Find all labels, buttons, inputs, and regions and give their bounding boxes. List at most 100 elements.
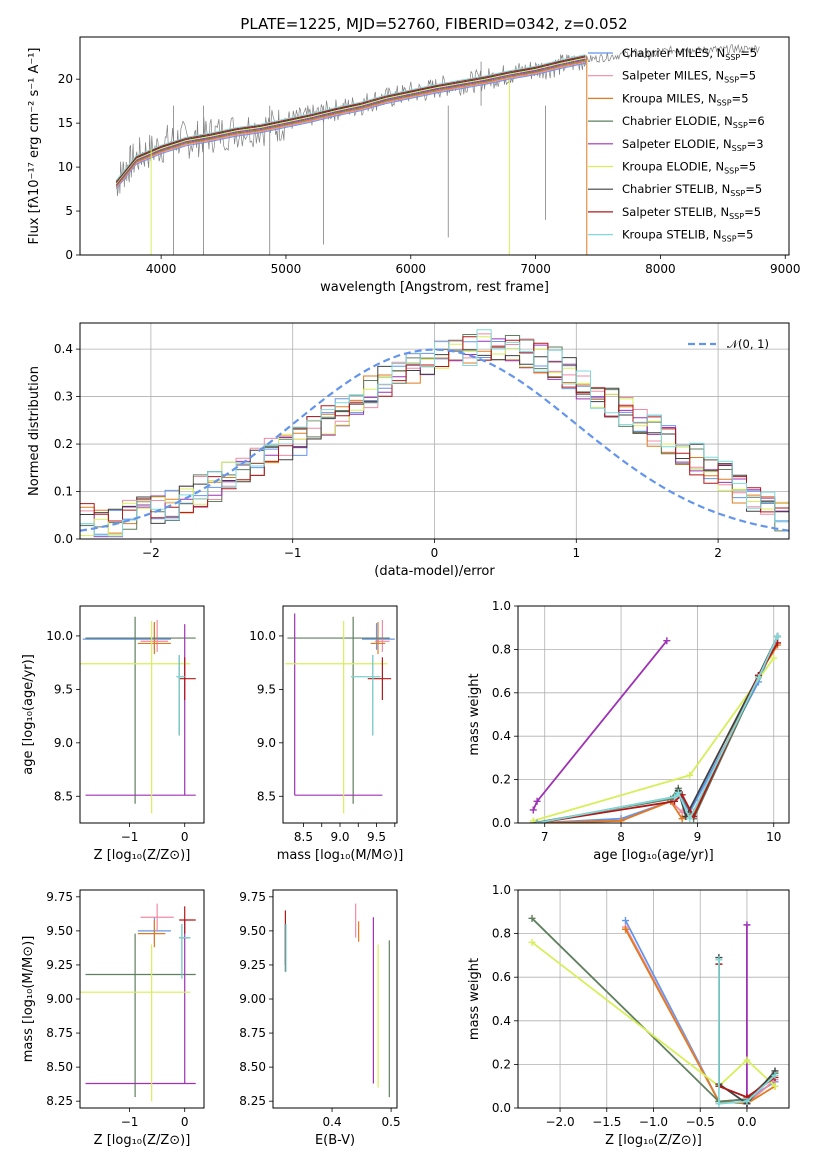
x-tick-label: 10 xyxy=(766,830,781,844)
axes-frame-mass-vs-ebv xyxy=(272,889,398,1109)
x-tick-label: 0 xyxy=(181,830,189,844)
weight-marker xyxy=(621,917,629,925)
legend-n-label: , N xyxy=(709,46,725,60)
legend-ssp-subscript: SSP xyxy=(730,189,745,198)
y-tick-label: 0.1 xyxy=(54,485,73,499)
weight-line xyxy=(536,636,779,823)
weight-marker xyxy=(770,654,778,662)
y-tick-label: 0 xyxy=(65,248,73,262)
plot-area-spectrum xyxy=(115,43,760,255)
axes-weight-vs-Z: −2.0 −1.5 −1.0 −0.5 0.0 0.0 0.2 0.4 0.6 0.8 1.0 Z [… xyxy=(467,883,789,1148)
weight-marker xyxy=(774,632,782,640)
y-tick-label: 0.4 xyxy=(492,729,511,743)
y-tick-label: 9.5 xyxy=(257,682,276,696)
x-tick-label: −1 xyxy=(121,1115,139,1129)
normal-curve xyxy=(80,348,789,532)
x-tick-label: −1 xyxy=(121,830,139,844)
legend-series-name: Salpeter STELIB xyxy=(622,205,713,219)
x-tick-label: 9000 xyxy=(770,262,801,276)
y-tick-label: 0.0 xyxy=(54,532,73,546)
spectrum-model-line xyxy=(115,58,586,186)
y-axis-label: mass weight xyxy=(467,673,482,755)
legend-ssp-subscript: SSP xyxy=(722,235,737,244)
legend-entry: Salpeter MILES, NSSP=5 xyxy=(622,69,756,85)
legend-ssp-subscript: SSP xyxy=(725,53,740,62)
weight-marker xyxy=(743,1056,751,1064)
legend-entry: 𝒩(0, 1) xyxy=(727,337,769,351)
x-tick-label: 6000 xyxy=(396,262,427,276)
spectrum-model-line xyxy=(115,62,586,190)
x-tick-label: 9.0 xyxy=(330,830,349,844)
legend-nssp-value: 5 xyxy=(741,91,748,105)
y-tick-label: 9.00 xyxy=(239,992,266,1006)
weight-line xyxy=(533,657,775,822)
weight-marker xyxy=(754,674,762,682)
histogram-step xyxy=(80,329,789,537)
y-axis-label: mass [log₁₀(M/M⊙)] xyxy=(21,936,36,1063)
axes-frame-age-vs-Z xyxy=(79,605,205,824)
legend-entry: Kroupa STELIB, NSSP=5 xyxy=(622,228,754,244)
legend-eq: = xyxy=(740,46,750,60)
axes-frame-mass-vs-Z xyxy=(79,889,205,1109)
weight-line xyxy=(536,636,779,823)
y-tick-label: 8.25 xyxy=(239,1094,266,1108)
x-axis-label: Z [log₁₀(Z/Z⊙)] xyxy=(94,848,191,863)
axes-frame-weight-vs-age xyxy=(517,605,790,824)
y-tick-label: 0.4 xyxy=(492,1014,511,1028)
x-tick-label: 1 xyxy=(572,546,580,560)
x-tick-label: 5000 xyxy=(271,262,302,276)
weight-line xyxy=(537,644,779,823)
legend-nssp-value: 5 xyxy=(750,46,757,60)
y-tick-label: 9.0 xyxy=(54,736,73,750)
x-tick-label: −1 xyxy=(284,546,302,560)
axes-frame-residuals xyxy=(79,322,790,540)
y-axis-label: age [log₁₀(age/yr)] xyxy=(21,654,36,775)
plot-area-mass-vs-Z xyxy=(80,903,196,1102)
legend-nssp-value: 5 xyxy=(755,182,762,196)
y-tick-label: 10.0 xyxy=(249,629,276,643)
legend-eq: = xyxy=(747,137,757,151)
y-tick-label: 8.25 xyxy=(46,1094,73,1108)
legend-series-name: Kroupa MILES xyxy=(622,91,701,105)
residual-legend: 𝒩(0, 1) xyxy=(688,337,769,351)
legend-eq: = xyxy=(748,114,758,128)
y-tick-label: 9.5 xyxy=(54,682,73,696)
y-tick-label: 9.50 xyxy=(239,924,266,938)
x-tick-label: −2 xyxy=(142,546,160,560)
spectrum-model-line xyxy=(115,56,586,183)
y-tick-label: 0.6 xyxy=(492,970,511,984)
legend-n-label: , N xyxy=(708,160,724,174)
legend-series-name: Kroupa STELIB xyxy=(622,228,706,242)
legend-entry: Kroupa ELODIE, NSSP=5 xyxy=(622,160,756,176)
legend-ssp-subscript: SSP xyxy=(732,144,747,153)
axes-frame-weight-vs-Z xyxy=(517,889,790,1109)
axes-mass-vs-Z: −1 0 8.25 8.50 8.75 9.00 9.25 9.50 9.75 Z [log₁₀(… xyxy=(21,890,190,1148)
weight-marker xyxy=(771,1071,779,1079)
x-axis-label: Z [log₁₀(Z/Z⊙)] xyxy=(94,1133,191,1148)
y-tick-label: 8.5 xyxy=(257,789,276,803)
y-tick-label: 20 xyxy=(58,72,73,86)
x-tick-label: 0.4 xyxy=(323,1115,342,1129)
legend-n-label: , N xyxy=(706,228,722,242)
legend-entry: Salpeter STELIB, NSSP=5 xyxy=(622,205,761,221)
x-tick-label: 7000 xyxy=(520,262,551,276)
y-tick-label: 0.0 xyxy=(492,816,511,830)
legend-ssp-subscript: SSP xyxy=(724,76,739,85)
weight-marker xyxy=(670,793,678,801)
legend-series-name: Salpeter MILES xyxy=(622,69,708,83)
weight-line xyxy=(537,636,779,823)
x-axis-label: (data-model)/error xyxy=(374,564,495,579)
x-axis-label: E(B-V) xyxy=(315,1133,355,1148)
legend-series-name: Salpeter ELODIE xyxy=(622,137,716,151)
y-tick-label: 8.5 xyxy=(54,789,73,803)
legend-ssp-subscript: SSP xyxy=(733,121,748,130)
y-tick-label: 0.8 xyxy=(492,642,511,656)
legend-nssp-value: 5 xyxy=(749,160,756,174)
spectrum-model-line xyxy=(115,60,586,188)
legend-n-label: , N xyxy=(716,137,732,151)
legend-eq: = xyxy=(737,228,747,242)
y-tick-label: 10 xyxy=(58,160,73,174)
legend-eq: = xyxy=(739,69,749,83)
legend-n-label: , N xyxy=(708,69,724,83)
